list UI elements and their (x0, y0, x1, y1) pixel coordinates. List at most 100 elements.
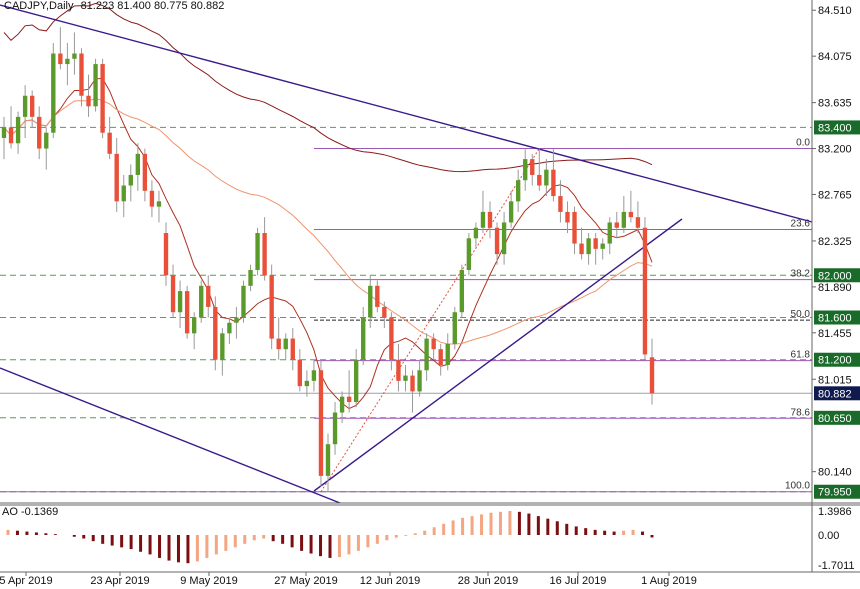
candle-body (128, 174, 133, 186)
date-tick-label: 27 May 2019 (274, 575, 338, 587)
moving-averages (3, 2, 653, 410)
candle-body (325, 444, 331, 476)
fib-level-label: 100.0 (785, 481, 810, 492)
candle (37, 106, 42, 160)
candle (530, 153, 535, 186)
candle (191, 312, 197, 350)
candle (269, 264, 274, 350)
candle-body (191, 317, 197, 334)
candle-body (114, 153, 119, 202)
awesome-oscillator-panel (0, 502, 860, 564)
candle-body (473, 227, 479, 239)
candle-body (29, 95, 35, 117)
candle (431, 333, 436, 360)
candle-body (459, 269, 465, 313)
candle (213, 296, 218, 371)
candle-body (445, 343, 450, 366)
date-tick-label: 1 Aug 2019 (641, 575, 697, 587)
price-tag-label: 81.200 (818, 355, 852, 367)
candle-body (170, 275, 176, 313)
candle (621, 196, 627, 234)
date-tick-label: 5 Apr 2019 (0, 575, 53, 587)
candle-body (368, 285, 373, 318)
candle (114, 137, 119, 212)
candle (459, 264, 465, 318)
candle-body (389, 317, 394, 360)
candle-body (86, 95, 91, 107)
candle (241, 280, 246, 323)
candle (642, 217, 648, 360)
candle (558, 180, 563, 223)
price-tick-label: 84.510 (818, 5, 852, 17)
candle-body (234, 317, 239, 323)
candle-body (621, 211, 627, 228)
candle (494, 222, 500, 265)
candle-body (558, 196, 563, 212)
candle-body (375, 285, 380, 307)
candle (142, 148, 148, 202)
candle (149, 180, 155, 218)
candle-body (248, 269, 253, 286)
candle (93, 58, 98, 112)
candle-body (523, 159, 528, 181)
candle-body (353, 359, 359, 402)
candle (389, 312, 394, 371)
candle-body (213, 306, 218, 360)
candle (58, 27, 63, 70)
candle-body (382, 306, 387, 318)
candle (635, 201, 641, 234)
price-tag (814, 268, 860, 283)
candle (199, 280, 204, 323)
price-tag-label: 83.400 (818, 122, 852, 134)
candle-body (100, 64, 105, 133)
ohlc-values: 81.223 81.400 80.775 80.882 (80, 0, 225, 12)
candle-body (649, 357, 655, 394)
candle (29, 90, 35, 128)
candle-body (297, 359, 303, 387)
candle (22, 85, 28, 138)
candle (480, 190, 486, 234)
candle-body (227, 322, 232, 334)
candle-body (438, 349, 443, 366)
candle-body (494, 227, 500, 255)
candle-body (628, 211, 634, 218)
date-tick-label: 12 Jun 2019 (360, 575, 421, 587)
candle (156, 190, 162, 223)
candle (508, 190, 514, 228)
candle (346, 370, 352, 413)
price-tag (814, 310, 860, 325)
candle-body (44, 132, 49, 149)
candle-body (346, 396, 352, 402)
candle-body (318, 370, 324, 476)
price-tick-label: 81.890 (818, 282, 852, 294)
candle (318, 359, 324, 487)
candle-body (480, 211, 486, 228)
candle (452, 306, 457, 350)
price-tick-label: 83.635 (818, 98, 852, 110)
candle-body (593, 238, 598, 249)
candle (339, 391, 345, 424)
candle-body (8, 127, 14, 144)
candle (445, 333, 450, 371)
candle (15, 111, 21, 154)
candle-body (431, 338, 436, 350)
candle-body (156, 201, 162, 207)
candle (283, 333, 288, 360)
candle-body (22, 95, 28, 117)
candle (184, 285, 190, 339)
price-tag (814, 386, 860, 401)
candle-body (72, 53, 77, 59)
candle (128, 164, 133, 202)
candle-body (614, 222, 619, 228)
price-tick-label: 83.200 (818, 144, 852, 156)
candle-body (403, 375, 408, 381)
candle (311, 359, 317, 392)
candle-body (65, 58, 70, 65)
candle (325, 433, 331, 492)
candle-body (565, 211, 570, 223)
fib-level-label: 50.0 (791, 309, 811, 320)
candle (586, 233, 591, 265)
candle (424, 333, 429, 381)
